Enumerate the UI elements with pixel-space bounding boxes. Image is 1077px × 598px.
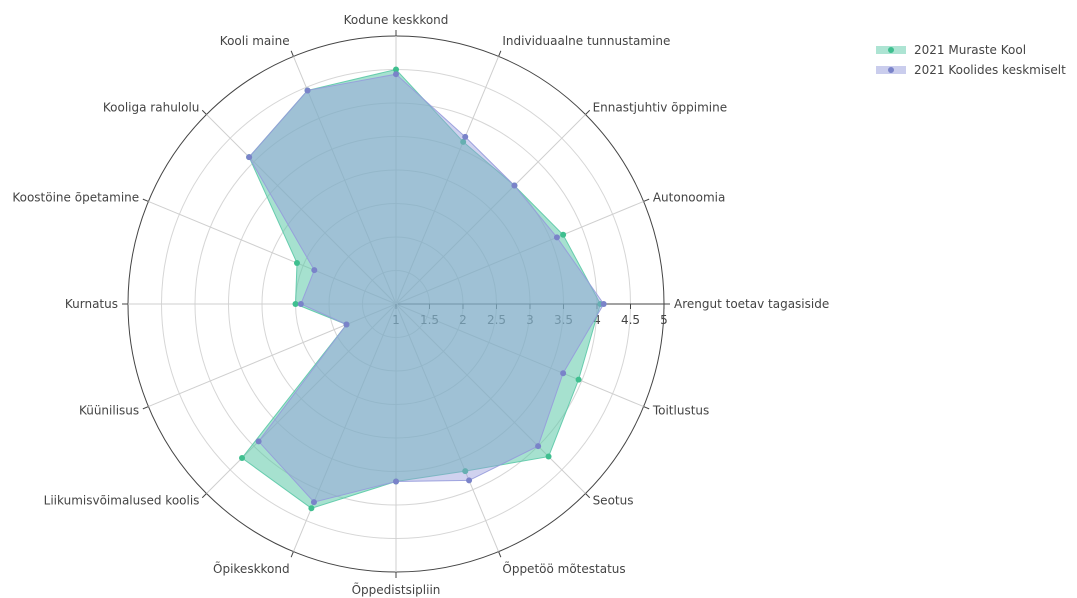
series-1-point-6	[246, 154, 253, 161]
spoke-tick-14	[585, 493, 591, 499]
series-1-point-9	[343, 321, 350, 328]
series-1-point-15	[560, 370, 567, 377]
spoke-tick-2	[585, 109, 591, 115]
series-1-point-1	[553, 234, 560, 241]
legend-label-muraste: 2021 Muraste Kool	[914, 43, 1027, 57]
spoke-tick-1	[643, 198, 650, 202]
series-1-point-2	[511, 182, 518, 189]
series-0-point-7	[293, 259, 300, 266]
category-label-12: Õppedistsipliin	[352, 582, 441, 597]
spoke-tick-3	[498, 50, 502, 57]
series-0-point-15	[575, 376, 582, 383]
spoke-tick-5	[290, 50, 294, 57]
series-0-point-3	[460, 138, 467, 145]
series-0-point-14	[545, 453, 552, 460]
series-0-point-11	[308, 505, 315, 512]
category-label-2: Ennastjuhtiv õppimine	[593, 100, 728, 114]
category-label-9: Küünilisus	[79, 403, 139, 417]
radial-tick-label-7: 4.5	[621, 313, 640, 327]
series-1-point-13	[466, 477, 473, 484]
series-0-point-8	[292, 301, 299, 307]
spoke-tick-11	[290, 551, 294, 558]
category-label-4: Kodune keskkond	[344, 13, 449, 27]
legend-label-koolides: 2021 Koolides keskmiselt	[914, 63, 1066, 77]
legend-swatch-muraste-marker	[888, 47, 894, 53]
spoke-tick-7	[142, 198, 149, 202]
category-label-13: Õppetöö mõtestatus	[502, 561, 625, 576]
legend-swatch-koolides-marker	[888, 67, 894, 73]
radial-tick-label-6: 4	[593, 313, 601, 327]
series-1-point-7	[311, 267, 318, 274]
radial-tick-label-8: 5	[660, 313, 668, 327]
series-1-point-5	[304, 87, 311, 94]
series-1-point-0	[600, 301, 607, 307]
series-1-point-4	[393, 71, 399, 78]
series-1-point-12	[393, 478, 399, 485]
category-label-0: Arengut toetav tagasiside	[674, 297, 829, 311]
legend-item-muraste[interactable]: 2021 Muraste Kool	[876, 40, 1066, 60]
spoke-tick-6	[201, 109, 207, 115]
category-label-10: Liikumisvõimalused koolis	[44, 494, 200, 508]
category-label-1: Autonoomia	[653, 191, 726, 205]
spoke-tick-13	[498, 551, 502, 558]
spoke-tick-9	[142, 406, 149, 410]
category-label-3: Individuaalne tunnustamine	[502, 34, 670, 48]
series-1-point-10	[255, 438, 262, 445]
series-1-point-14	[535, 443, 542, 450]
category-label-6: Kooliga rahulolu	[103, 100, 200, 114]
series-1-point-8	[297, 301, 304, 307]
series-0-point-13	[462, 468, 469, 475]
category-label-15: Toitlustus	[652, 403, 709, 417]
series-0-point-1	[560, 231, 567, 238]
legend-swatch-muraste	[876, 45, 906, 55]
legend-swatch-koolides	[876, 65, 906, 75]
category-label-8: Kurnatus	[65, 297, 118, 311]
series-0-point-10	[239, 454, 246, 461]
category-label-5: Kooli maine	[220, 34, 290, 48]
spoke-tick-15	[643, 406, 650, 410]
series-0-point-4	[393, 66, 399, 73]
category-label-14: Seotus	[593, 494, 634, 508]
series-1-point-3	[462, 133, 469, 140]
spoke-tick-10	[201, 493, 207, 499]
legend: 2021 Muraste Kool 2021 Koolides keskmise…	[876, 40, 1066, 80]
category-label-11: Õpikeskkond	[213, 561, 290, 576]
series-1-point-11	[310, 499, 317, 506]
category-label-7: Koostöine õpetamine	[12, 191, 139, 205]
legend-item-koolides[interactable]: 2021 Koolides keskmiselt	[876, 60, 1066, 80]
